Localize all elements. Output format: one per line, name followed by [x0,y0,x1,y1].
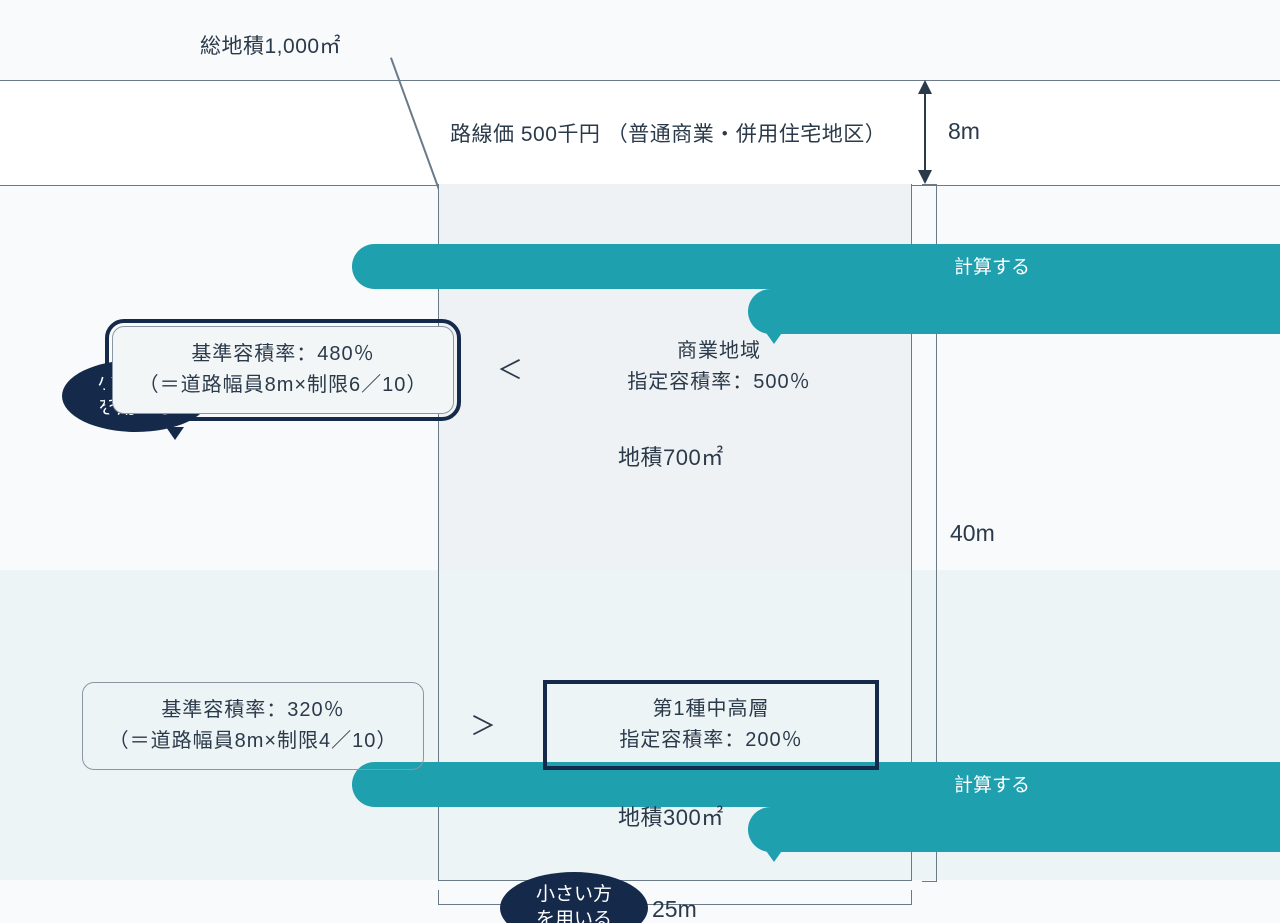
zone-b-base-l1: 基準容積率：320％ [161,699,344,721]
zone-a-zone-l1: 商業地域 [677,340,761,362]
zone-a-area-label: 地積700㎡ [618,440,724,472]
zone-b-zone-l1: 第1種中高層 [652,698,769,720]
zone-b-comparator: ＞ [470,706,496,743]
road-width-arrow [924,82,926,182]
zone-a-base-l1: 基準容積率：480％ [191,343,374,365]
zone-a-comparator: ＜ [497,350,523,387]
zone-b-base-box: 基準容積率：320％ （＝道路幅員8m×制限4／10） [82,682,424,770]
width-label: 25m [652,896,697,923]
zone-b-zone-box: 第1種中高層 指定容積率：200％ [543,680,879,770]
road-price-label: 路線価 500千円 （普通商業・併用住宅地区） [450,118,886,148]
zone-a-calc-bubble: 計算する [352,244,1280,289]
zone-b-zone-l2: 指定容積率：200％ [619,729,802,751]
zone-b-area-label: 地積300㎡ [618,800,724,832]
zone-b-use-smaller-l1: 小さい方 [536,884,612,905]
zone-a-zone-l2: 指定容積率：500％ [627,371,810,393]
zone-b-base-l2: （＝道路幅員8m×制限4／10） [109,730,398,752]
road-width-label: 8m [948,118,980,145]
zone-a-base-l2: （＝道路幅員8m×制限6／10） [139,374,428,396]
zone-a-zone-box: 商業地域 指定容積率：500％ [585,326,853,408]
zone-b-use-smaller-l2: を用いる [536,909,612,923]
zone-a-base-box: 基準容積率：480％ （＝道路幅員8m×制限6／10） [112,326,454,414]
height-label: 40m [950,520,995,547]
zone-b-confirm-bubble: 確認する [748,807,1280,852]
total-area-label: 総地積1,000㎡ [200,30,341,60]
